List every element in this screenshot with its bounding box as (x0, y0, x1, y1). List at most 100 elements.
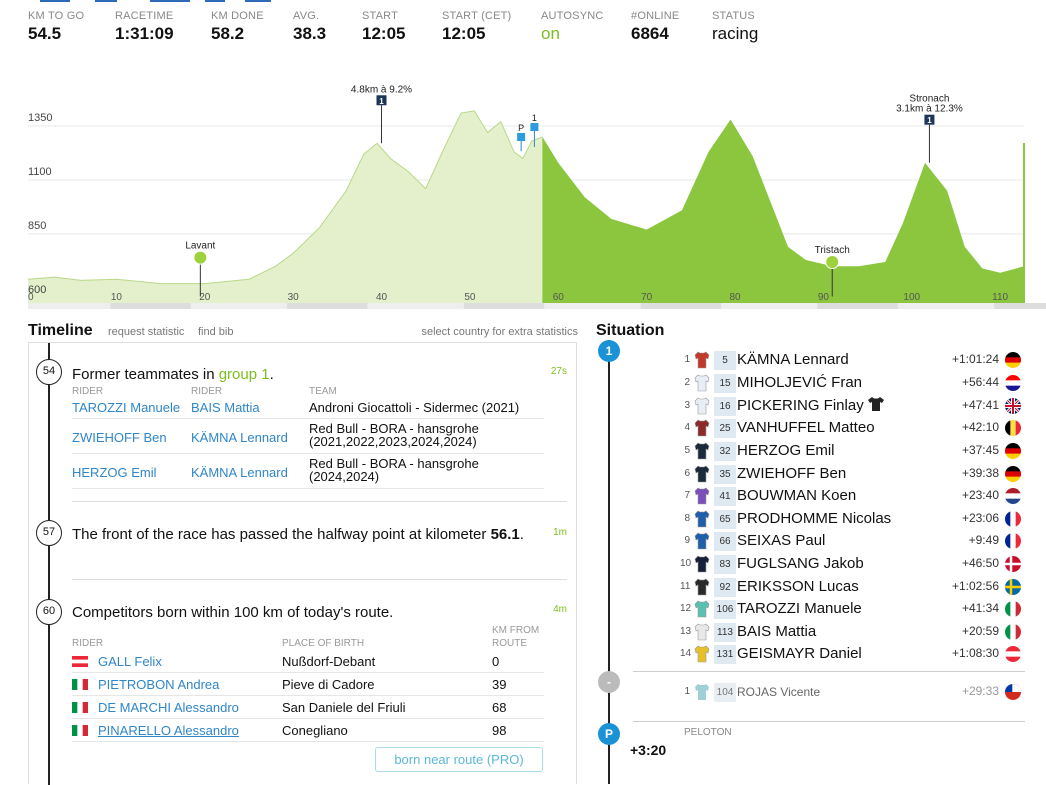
country-flag-icon (1005, 398, 1021, 414)
bib-number: 15 (714, 374, 736, 393)
rider-gap: +20:59 (962, 624, 999, 638)
request-statistic-link[interactable]: request statistic (108, 326, 184, 338)
x-tick-label: 0 (28, 292, 34, 303)
km-axis-segment (641, 303, 721, 309)
rider-link[interactable]: ZWIEHOFF Ben (72, 430, 167, 445)
rider-gap: +56:44 (962, 375, 999, 389)
climb-category-label: 1 (927, 116, 932, 125)
bib-number: 113 (714, 623, 736, 642)
rider-link[interactable]: TAROZZI Manuele (72, 400, 180, 415)
rider-link[interactable]: GALL Felix (98, 654, 162, 669)
rider-link[interactable]: HERZOG Emil (72, 465, 157, 480)
stat-value[interactable]: on (541, 24, 604, 44)
table-row: PINARELLO Alessandro Conegliano 98 (72, 720, 544, 742)
country-flag-icon (1005, 420, 1021, 436)
town-marker-dot (194, 251, 207, 264)
stat-label: STATUS (712, 10, 758, 22)
km-badge: 60 (36, 599, 62, 625)
stat-item: STATUS racing (712, 10, 758, 44)
sprint-label: P (518, 123, 524, 133)
born-near-route-button[interactable]: born near route (PRO) (375, 747, 543, 772)
col-header-km: KM FROM (492, 625, 539, 636)
x-tick-label: 20 (199, 292, 211, 303)
group-divider (633, 671, 1025, 672)
situation-title: Situation (596, 322, 664, 340)
stat-value: racing (712, 24, 758, 44)
team-jersey-icon (694, 397, 710, 415)
profile-area-todo (542, 120, 1024, 303)
rider-position: 4 (680, 422, 690, 433)
group-link[interactable]: group 1 (219, 366, 270, 383)
country-flag-icon (1005, 375, 1021, 391)
birth-place: Nußdorf-Debant (282, 654, 375, 669)
stat-item: AVG.38.3 (293, 10, 326, 44)
country-flag (72, 654, 96, 669)
select-country-link[interactable]: select country for extra statistics (422, 326, 579, 338)
rider-link[interactable]: PINARELLO Alessandro (98, 723, 239, 738)
rider-link[interactable]: KÄMNA Lennard (191, 465, 288, 480)
timeline-line (48, 343, 50, 785)
find-bib-link[interactable]: find bib (198, 326, 233, 338)
stat-value: 12:05 (442, 24, 511, 44)
x-tick-label: 10 (111, 292, 123, 303)
peloton-badge[interactable]: P (598, 723, 620, 745)
rider-gap: +39:38 (962, 466, 999, 480)
timeline-header: Timeline request statistic find bib sele… (28, 322, 578, 342)
entry-title: Former teammates in group 1. (72, 365, 532, 384)
bib-number: 35 (714, 465, 736, 484)
birth-place: Pieve di Cadore (282, 677, 375, 692)
bib-number: 131 (714, 645, 736, 664)
col-header-km: ROUTE (492, 638, 527, 649)
x-tick-label: 90 (818, 292, 830, 303)
col-header-rider: RIDER (191, 386, 222, 397)
stat-label: #ONLINE (631, 10, 679, 22)
stat-value: 12:05 (362, 24, 405, 44)
country-flag-icon (1005, 579, 1021, 595)
rider-name: KÄMNA Lennard (737, 351, 849, 368)
timeline-panel: 54 27s Former teammates in group 1. RIDE… (28, 342, 577, 784)
rider-link[interactable]: KÄMNA Lennard (191, 430, 288, 445)
bib-number: 5 (714, 351, 736, 370)
country-flag-icon (1005, 443, 1021, 459)
stat-label: KM DONE (211, 10, 264, 22)
rider-gap: +29:33 (962, 684, 999, 698)
bib-number: 41 (714, 487, 736, 506)
dropped-badge[interactable]: - (598, 671, 620, 693)
team-name: Red Bull - BORA - hansgrohe (2021,2022,2… (309, 422, 539, 448)
birth-place: Conegliano (282, 723, 348, 738)
rider-link[interactable]: BAIS Mattia (191, 400, 260, 415)
dropped-rider-row[interactable]: 1 104 ROJAS Vicente +29:33 (680, 682, 1025, 704)
rider-position: 10 (680, 558, 690, 569)
rider-name: MIHOLJEVIĆ Fran (737, 374, 862, 391)
rider-name: SEIXAS Paul (737, 532, 825, 549)
team-name: Androni Giocattoli - Sidermec (2021) (309, 400, 519, 415)
stat-label: KM TO GO (28, 10, 84, 22)
climb-detail-label: 3.1km à 12.3% (896, 104, 963, 115)
rider-link[interactable]: DE MARCHI Alessandro (98, 700, 239, 715)
rider-position: 1 (680, 354, 690, 365)
team-jersey-icon (694, 374, 710, 392)
rider-name: ZWIEHOFF Ben (737, 465, 846, 482)
x-tick-label: 110 (992, 292, 1008, 303)
km-axis-segment (110, 303, 190, 309)
rider-name: BAIS Mattia (737, 623, 816, 640)
group-badge[interactable]: 1 (598, 340, 620, 362)
team-jersey-icon (694, 555, 710, 573)
rider-link[interactable]: PIETROBON Andrea (98, 677, 219, 692)
